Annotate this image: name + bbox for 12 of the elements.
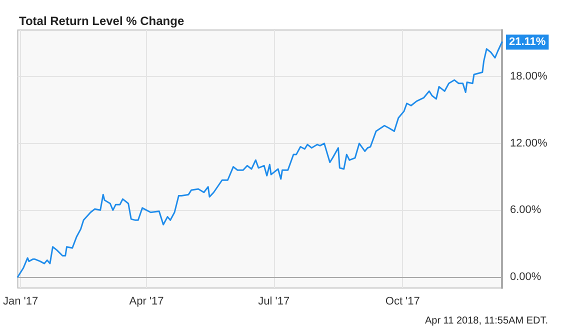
x-tick-label: Jan '17 (2, 296, 38, 308)
annotation: 21.11% (509, 36, 546, 48)
y-tick-label: 6.00% (510, 204, 542, 216)
y-tick-label: 0.00% (510, 270, 542, 283)
x-tick-label: Oct '17 (385, 296, 420, 308)
x-tick-label: Jul '17 (258, 296, 290, 308)
x-tick-label: Apr '17 (129, 296, 164, 308)
chart-title: Total Return Level % Change (19, 14, 184, 28)
y-tick-label: 18.00% (510, 70, 548, 83)
text: Apr 11 2018, 11:55AM EDT. (424, 316, 548, 326)
line-series (17, 41, 503, 278)
y-tick-label: 12.00% (510, 137, 548, 150)
